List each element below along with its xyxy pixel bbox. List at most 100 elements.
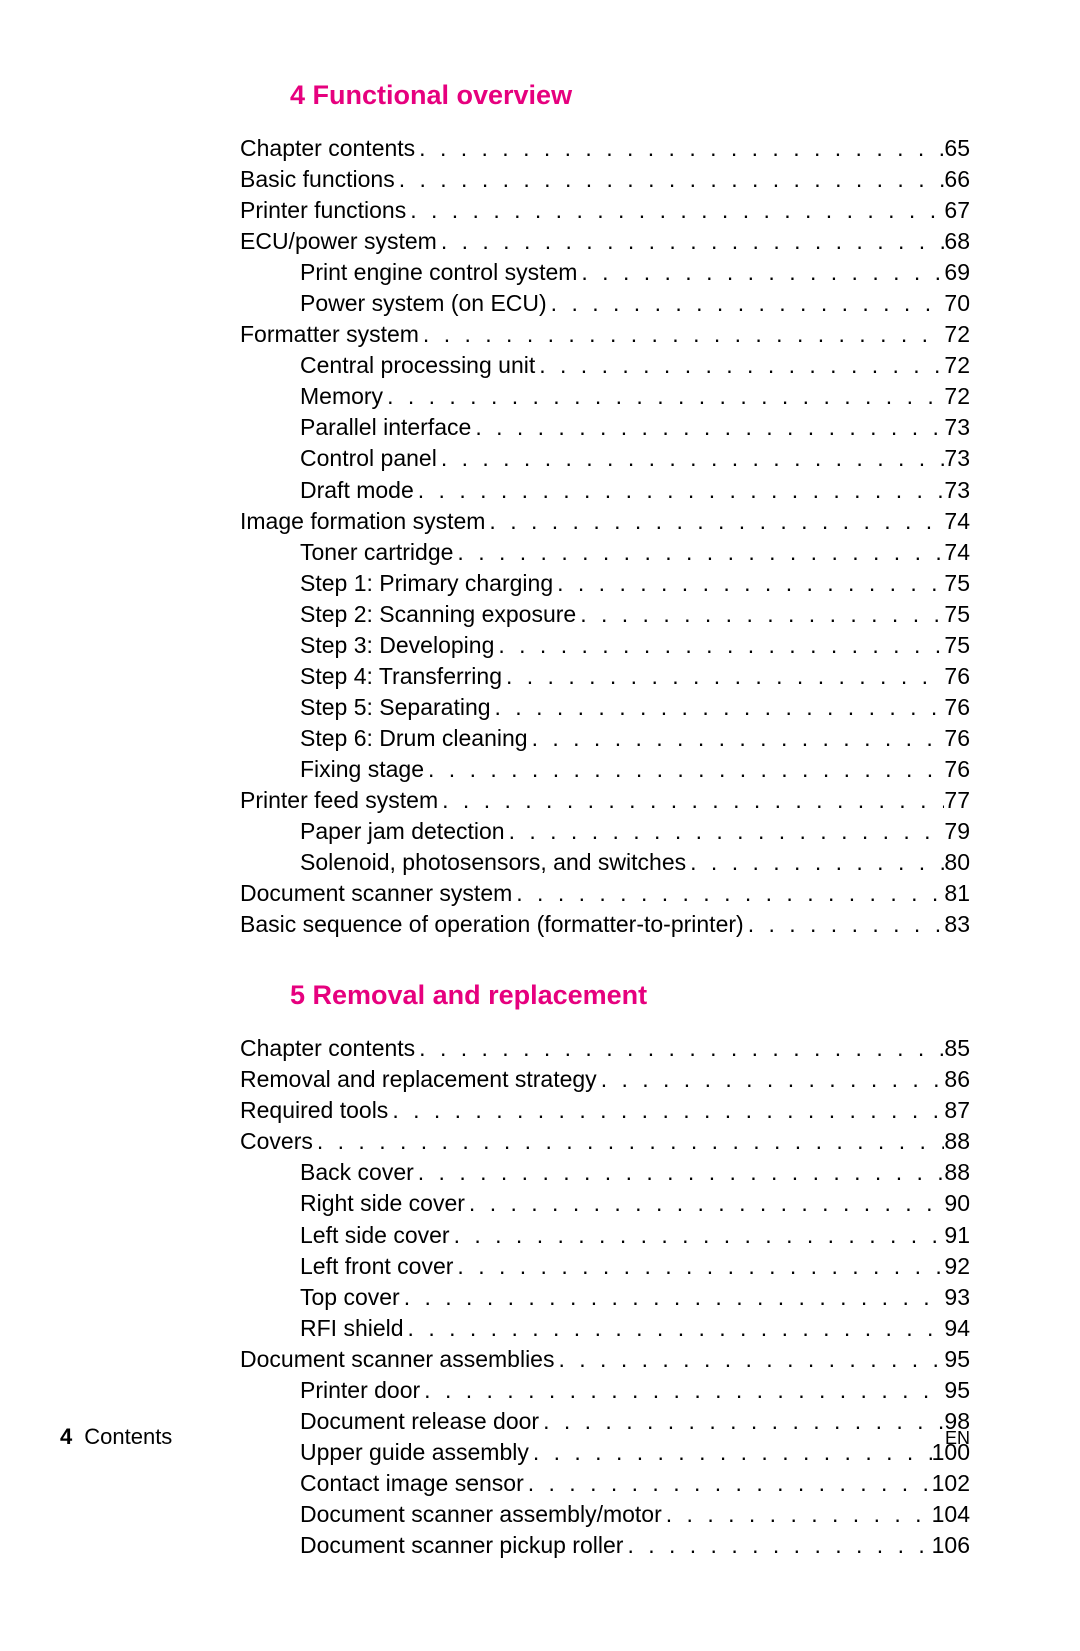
toc-page: 86 <box>944 1064 970 1095</box>
toc-leader-dots <box>453 1251 944 1282</box>
toc-entry[interactable]: Basic functions 66 <box>110 164 970 195</box>
toc-entry[interactable]: Left side cover91 <box>110 1220 970 1251</box>
toc-page: 88 <box>944 1126 970 1157</box>
toc-entry[interactable]: Print engine control system69 <box>110 257 970 288</box>
toc-entry[interactable]: Document scanner pickup roller106 <box>110 1530 970 1561</box>
toc-label: Step 5: Separating <box>300 692 491 723</box>
toc-label: Back cover <box>300 1157 414 1188</box>
toc-entry[interactable]: Removal and replacement strategy86 <box>110 1064 970 1095</box>
toc-entry[interactable]: Control panel73 <box>110 443 970 474</box>
toc-page: 81 <box>944 878 970 909</box>
toc-entry[interactable]: Step 5: Separating 76 <box>110 692 970 723</box>
toc-entry[interactable]: ECU/power system 68 <box>110 226 970 257</box>
toc-page: 75 <box>944 568 970 599</box>
toc-label: Fixing stage <box>300 754 424 785</box>
toc-entry[interactable]: Printer door95 <box>110 1375 970 1406</box>
toc-entry[interactable]: Solenoid, photosensors, and switches80 <box>110 847 970 878</box>
toc-label: Printer functions <box>240 195 406 226</box>
toc-entry[interactable]: Draft mode73 <box>110 475 970 506</box>
toc-page: 73 <box>944 412 970 443</box>
toc-page: 72 <box>944 319 970 350</box>
toc-page: 69 <box>944 257 970 288</box>
toc-leader-dots <box>465 1188 944 1219</box>
toc-entry[interactable]: Back cover88 <box>110 1157 970 1188</box>
toc-entry[interactable]: Formatter system72 <box>110 319 970 350</box>
toc-page: 68 <box>944 226 970 257</box>
toc-entry[interactable]: Power system (on ECU)70 <box>110 288 970 319</box>
toc-block: Chapter contents85 Removal and replaceme… <box>110 1033 970 1561</box>
toc-leader-dots <box>406 195 944 226</box>
toc-label: Basic sequence of operation (formatter-t… <box>240 909 744 940</box>
toc-entry[interactable]: Chapter contents65 <box>110 133 970 164</box>
toc-page: 94 <box>944 1313 970 1344</box>
toc-entry[interactable]: Chapter contents85 <box>110 1033 970 1064</box>
toc-entry[interactable]: Document scanner assembly/motor104 <box>110 1499 970 1530</box>
toc-leader-dots <box>420 1375 944 1406</box>
toc-entry[interactable]: Step 2: Scanning exposure75 <box>110 599 970 630</box>
toc-entry[interactable]: Paper jam detection 79 <box>110 816 970 847</box>
toc-entry[interactable]: Step 4: Transferring76 <box>110 661 970 692</box>
toc-label: Left front cover <box>300 1251 453 1282</box>
toc-page: 92 <box>944 1251 970 1282</box>
toc-label: Basic functions <box>240 164 395 195</box>
toc-label: Memory <box>300 381 383 412</box>
toc-entry[interactable]: Toner cartridge74 <box>110 537 970 568</box>
toc-page: 76 <box>944 661 970 692</box>
toc-label: Step 2: Scanning exposure <box>300 599 576 630</box>
toc-page: 87 <box>944 1095 970 1126</box>
toc-entry[interactable]: Top cover93 <box>110 1282 970 1313</box>
toc-entry[interactable]: Parallel interface73 <box>110 412 970 443</box>
toc-leader-dots <box>505 816 945 847</box>
toc-page: 77 <box>944 785 970 816</box>
toc-entry[interactable]: Covers88 <box>110 1126 970 1157</box>
toc-page: 104 <box>932 1499 970 1530</box>
toc-page: 72 <box>944 350 970 381</box>
toc-leader-dots <box>419 319 944 350</box>
toc-entry[interactable]: Central processing unit72 <box>110 350 970 381</box>
toc-entry[interactable]: Document scanner assemblies 95 <box>110 1344 970 1375</box>
toc-leader-dots <box>553 568 944 599</box>
toc-entry[interactable]: Image formation system74 <box>110 506 970 537</box>
toc-leader-dots <box>395 164 945 195</box>
toc-entry[interactable]: Basic sequence of operation (formatter-t… <box>110 909 970 940</box>
toc-label: Step 6: Drum cleaning <box>300 723 528 754</box>
toc-entry[interactable]: Step 6: Drum cleaning76 <box>110 723 970 754</box>
toc-entry[interactable]: Memory 72 <box>110 381 970 412</box>
toc-page: 91 <box>944 1220 970 1251</box>
toc-page: 102 <box>932 1468 970 1499</box>
toc-entry[interactable]: Required tools87 <box>110 1095 970 1126</box>
toc-entry[interactable]: Right side cover90 <box>110 1188 970 1219</box>
toc-label: Draft mode <box>300 475 414 506</box>
toc-leader-dots <box>415 133 944 164</box>
toc-entry[interactable]: Step 1: Primary charging75 <box>110 568 970 599</box>
toc-label: Document scanner assemblies <box>240 1344 554 1375</box>
toc-entry[interactable]: Fixing stage76 <box>110 754 970 785</box>
toc-label: Toner cartridge <box>300 537 453 568</box>
toc-leader-dots <box>453 537 944 568</box>
toc-label: Chapter contents <box>240 1033 415 1064</box>
toc-label: Paper jam detection <box>300 816 505 847</box>
toc-page: 95 <box>944 1344 970 1375</box>
footer-label: Contents <box>84 1424 172 1450</box>
toc-entry[interactable]: Contact image sensor102 <box>110 1468 970 1499</box>
toc-page: 95 <box>944 1375 970 1406</box>
toc-entry[interactable]: Printer functions67 <box>110 195 970 226</box>
toc-page: 66 <box>944 164 970 195</box>
toc-label: ECU/power system <box>240 226 437 257</box>
toc-label: Power system (on ECU) <box>300 288 547 319</box>
toc-leader-dots <box>414 1157 945 1188</box>
toc-leader-dots <box>491 692 945 723</box>
toc-leader-dots <box>535 350 944 381</box>
toc-page: 79 <box>944 816 970 847</box>
toc-entry[interactable]: Left front cover 92 <box>110 1251 970 1282</box>
toc-entry[interactable]: Step 3: Developing75 <box>110 630 970 661</box>
toc-page: 72 <box>944 381 970 412</box>
toc-entry[interactable]: Printer feed system77 <box>110 785 970 816</box>
toc-entry[interactable]: Document scanner system 81 <box>110 878 970 909</box>
toc-label: Document scanner system <box>240 878 512 909</box>
toc-label: Image formation system <box>240 506 485 537</box>
toc-leader-dots <box>415 1033 944 1064</box>
toc-leader-dots <box>623 1530 931 1561</box>
toc-entry[interactable]: RFI shield94 <box>110 1313 970 1344</box>
toc-page: 76 <box>944 692 970 723</box>
